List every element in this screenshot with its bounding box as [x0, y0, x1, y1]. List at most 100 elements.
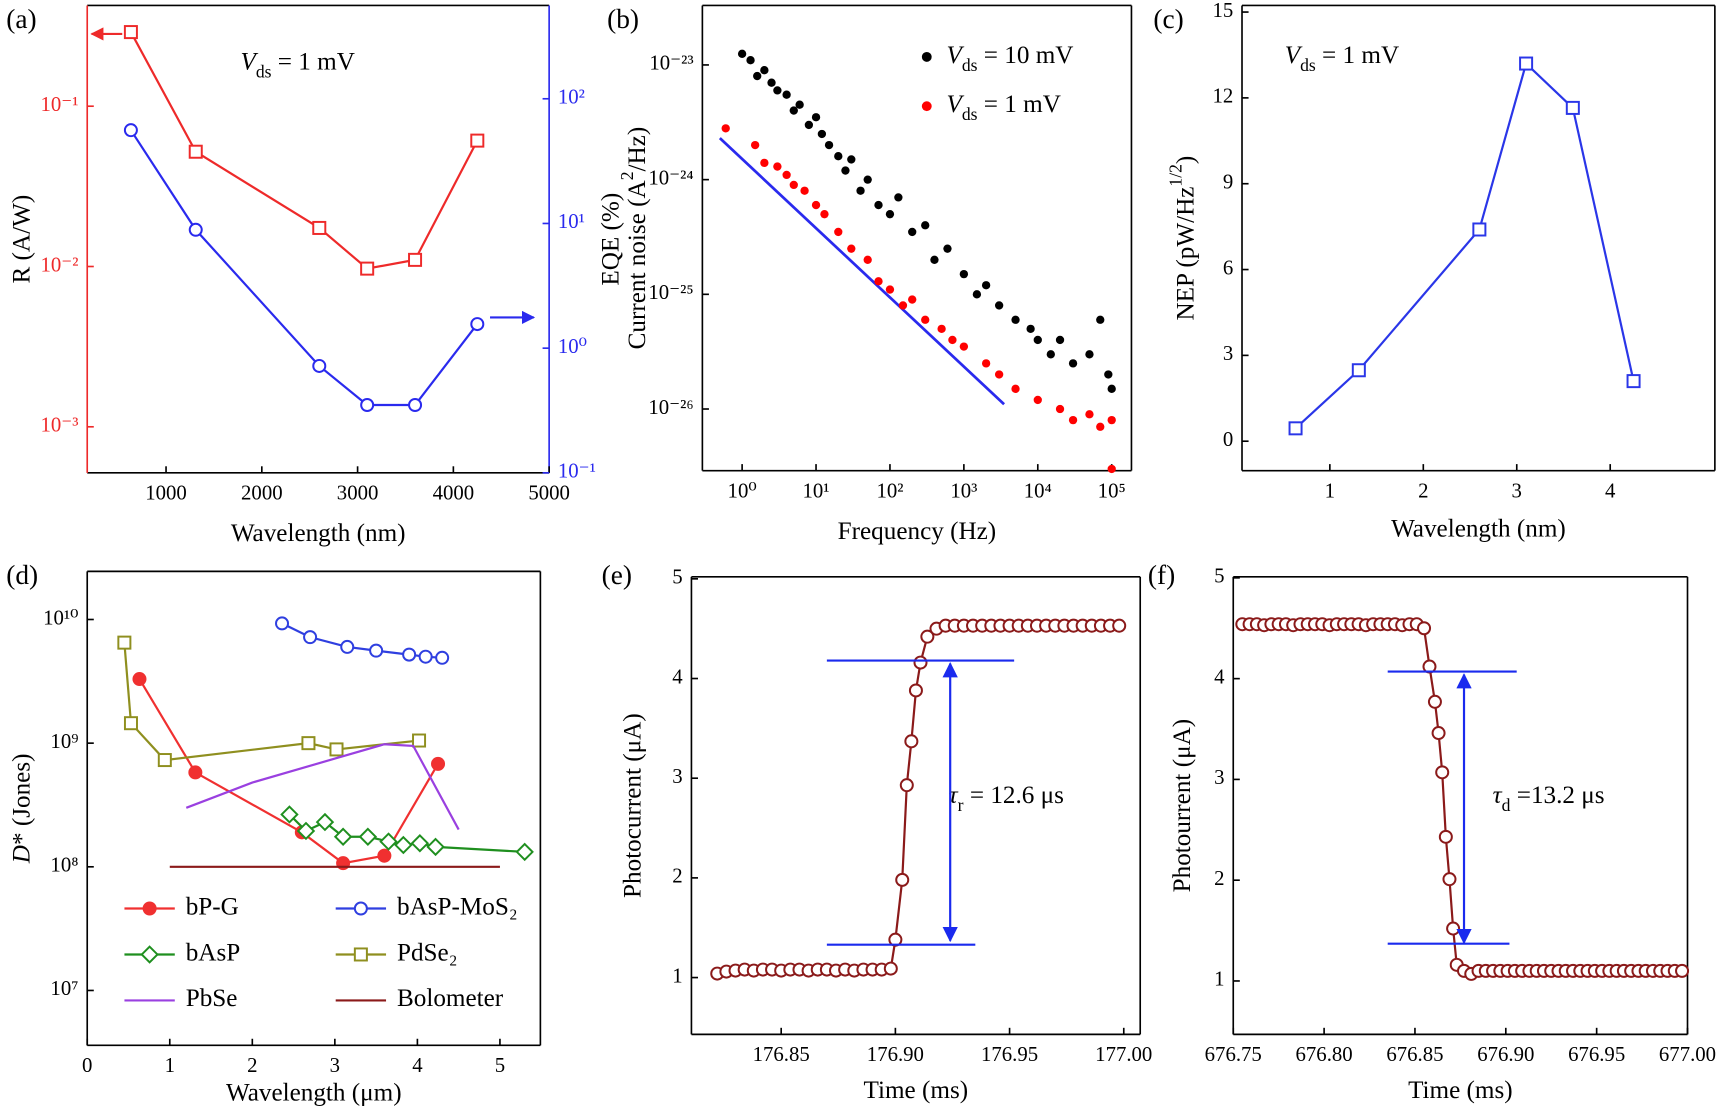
data-point	[470, 317, 485, 332]
y-tick-label: 0	[1223, 428, 1233, 451]
text-part: = 1 mV	[272, 48, 355, 75]
x-tick-label: 2	[247, 1054, 257, 1077]
panel-label: (f)	[1148, 560, 1175, 590]
x-axis-label: Time (ms)	[1408, 1077, 1513, 1104]
x-axis-label: Wavelength (μm)	[226, 1079, 402, 1106]
text-part: )	[1172, 156, 1199, 164]
data-point	[1033, 335, 1042, 345]
y-tick-label: 1	[1214, 968, 1224, 991]
data-point	[959, 342, 969, 351]
data-point	[750, 140, 760, 150]
x-tick-label: 4000	[433, 482, 475, 505]
y-tick-label: 6	[1223, 256, 1233, 279]
y-tick-label: 10¹⁰	[43, 606, 78, 629]
legend-label: bP-G	[186, 893, 239, 920]
data-point	[753, 71, 762, 81]
data-point	[358, 827, 378, 846]
data-point	[280, 805, 299, 824]
x-tick-label: 3000	[337, 482, 379, 505]
data-point	[329, 742, 344, 757]
data-point	[894, 193, 903, 202]
data-point	[377, 848, 392, 863]
y-tick-label: 10⁻²⁴	[648, 166, 693, 189]
data-point	[994, 301, 1004, 310]
data-point	[817, 129, 827, 139]
text-part: 2	[617, 171, 637, 180]
text-part: d	[1502, 795, 1511, 815]
text-part: = 1 mV	[1316, 42, 1399, 69]
data-point	[908, 227, 917, 237]
y-tick-label: 12	[1212, 85, 1233, 108]
data-point	[874, 277, 883, 286]
data-point	[863, 255, 872, 264]
data-point	[1085, 350, 1094, 359]
data-point	[431, 756, 446, 771]
text-part: = 1 mV	[978, 91, 1061, 118]
data-point	[1427, 694, 1442, 709]
y-tick-label: 2	[1214, 867, 1224, 890]
series-line	[123, 642, 420, 762]
text-part: D	[9, 845, 36, 864]
data-point	[921, 315, 930, 324]
data-point	[1472, 222, 1487, 237]
legend-marker	[140, 945, 159, 964]
x-tick-label: 176.85	[753, 1043, 810, 1066]
data-point	[426, 837, 445, 857]
data-point	[1626, 374, 1641, 389]
data-point	[811, 113, 821, 122]
text-part: V	[946, 91, 964, 118]
data-point	[885, 285, 895, 294]
series-line	[129, 31, 479, 270]
text-part: ds	[962, 104, 978, 124]
x-tick-label: 5	[495, 1054, 505, 1077]
x-tick-label: 176.95	[981, 1043, 1038, 1066]
data-point	[1068, 415, 1078, 425]
legend-label: PbSe	[186, 985, 238, 1012]
data-point	[737, 49, 747, 58]
legend-marker	[353, 947, 368, 962]
legend-label: PdSe₂	[397, 939, 458, 966]
text-part: V	[240, 48, 258, 75]
data-point	[972, 290, 982, 299]
data-point	[1351, 363, 1366, 378]
data-point	[312, 358, 327, 373]
data-point	[820, 209, 829, 219]
x-axis-label: Time (ms)	[864, 1077, 969, 1104]
text-part: V	[946, 42, 964, 69]
data-point	[863, 175, 872, 184]
text-part: * (Jones)	[9, 753, 36, 845]
legend-marker	[921, 101, 932, 112]
data-point	[157, 753, 172, 768]
data-point	[874, 200, 883, 210]
y-axis-label: Photocurrent (μA)	[619, 713, 646, 898]
data-point	[1055, 404, 1065, 414]
text-part: ds	[1300, 55, 1316, 75]
data-point	[312, 220, 327, 235]
data-point	[1288, 421, 1303, 436]
data-point	[856, 186, 865, 195]
data-point	[885, 209, 895, 219]
text-part: V	[1285, 42, 1303, 69]
y-tick-label: 15	[1212, 0, 1233, 22]
y-axis-label: Current noise (A2/Hz)	[617, 127, 651, 350]
text-part: /Hz)	[624, 127, 651, 172]
data-point	[721, 124, 730, 133]
x-tick-label: 10⁵	[1098, 479, 1126, 502]
text-part: ds	[256, 62, 272, 82]
data-point	[1438, 829, 1453, 844]
x-tick-label: 677.00	[1659, 1043, 1716, 1066]
y-tick-label: 10⁻³	[40, 414, 78, 437]
data-point	[296, 821, 316, 841]
text-part: NEP (pW/Hz	[1172, 187, 1199, 321]
data-point	[1026, 324, 1035, 334]
data-point	[994, 370, 1004, 379]
data-point	[1096, 422, 1105, 431]
legend-marker	[921, 51, 932, 62]
y-tick-label: 1	[672, 964, 682, 987]
data-point	[1435, 765, 1450, 780]
y-tick-label: 2	[672, 865, 682, 888]
x-tick-label: 10³	[950, 479, 977, 502]
x-tick-label: 4	[1605, 479, 1616, 502]
legend-marker	[353, 901, 368, 916]
